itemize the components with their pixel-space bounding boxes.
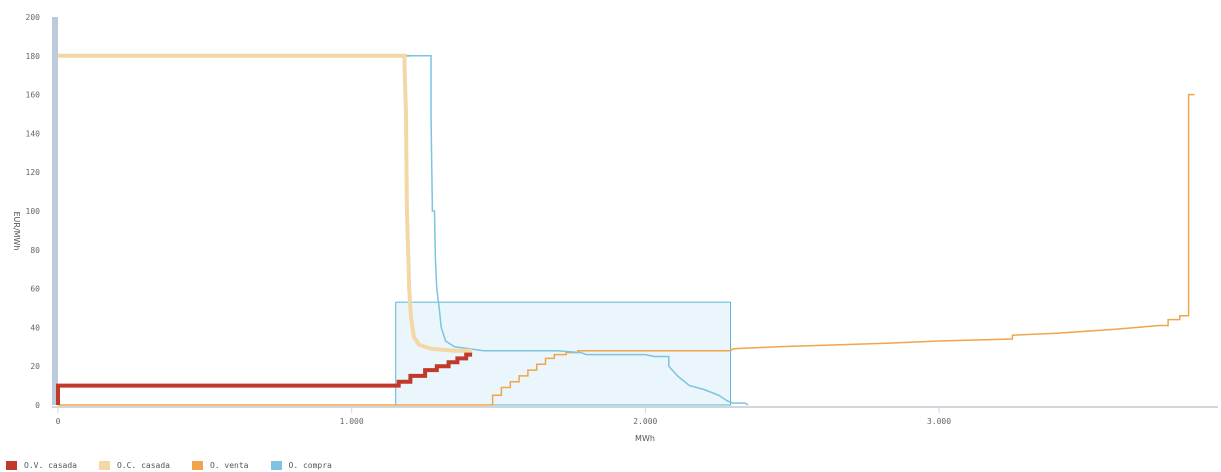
y-tick-label: 180 xyxy=(26,52,41,61)
y-tick-label: 40 xyxy=(30,323,40,332)
x-axis-title: MWh xyxy=(635,434,655,443)
legend-item[interactable]: O. venta xyxy=(191,460,249,470)
legend-label: O.C. casada xyxy=(116,460,170,470)
legend-item[interactable]: O.C. casada xyxy=(98,460,170,470)
x-tick-label: 3.000 xyxy=(927,417,951,426)
legend-item[interactable]: O.V. casada xyxy=(6,460,77,470)
y-tick-label: 80 xyxy=(30,246,40,255)
legend-swatch xyxy=(191,460,203,470)
legend-swatch xyxy=(270,460,282,470)
x-tick-label: 1.000 xyxy=(340,417,364,426)
y-tick-label: 200 xyxy=(26,13,41,22)
series-line-o-c-casada xyxy=(58,53,473,353)
legend-label: O. venta xyxy=(209,460,249,470)
y-tick-label: 140 xyxy=(26,129,41,138)
legend-label: O. compra xyxy=(288,460,332,470)
y-tick-label: 20 xyxy=(30,362,40,371)
y-tick-label: 60 xyxy=(30,285,40,294)
legend-swatch xyxy=(6,460,17,470)
y-tick-label: 100 xyxy=(26,207,41,216)
y-axis-title: EUR/MWh xyxy=(12,211,21,250)
y-tick-label: 120 xyxy=(26,168,41,177)
y-tick-label: 0 xyxy=(35,401,40,410)
y-axis-band xyxy=(52,17,58,405)
highlight-box xyxy=(395,301,732,406)
y-tick-label: 160 xyxy=(26,91,41,100)
series-line-o-compra xyxy=(58,55,749,406)
legend: O.V. casada O.C. casada O. venta O. compra xyxy=(6,458,354,472)
legend-label: O.V. casada xyxy=(24,460,77,470)
legend-swatch xyxy=(98,460,110,470)
series-line-o-v-casada xyxy=(56,352,473,405)
x-tick-label: 2.000 xyxy=(633,417,657,426)
legend-item[interactable]: O. compra xyxy=(270,460,332,470)
supply-demand-chart: 0 20 40 60 80 100 120 140 160 180 200 0 1.000 2.000 3.… xyxy=(12,13,1218,443)
x-tick-label: 0 xyxy=(56,417,61,426)
